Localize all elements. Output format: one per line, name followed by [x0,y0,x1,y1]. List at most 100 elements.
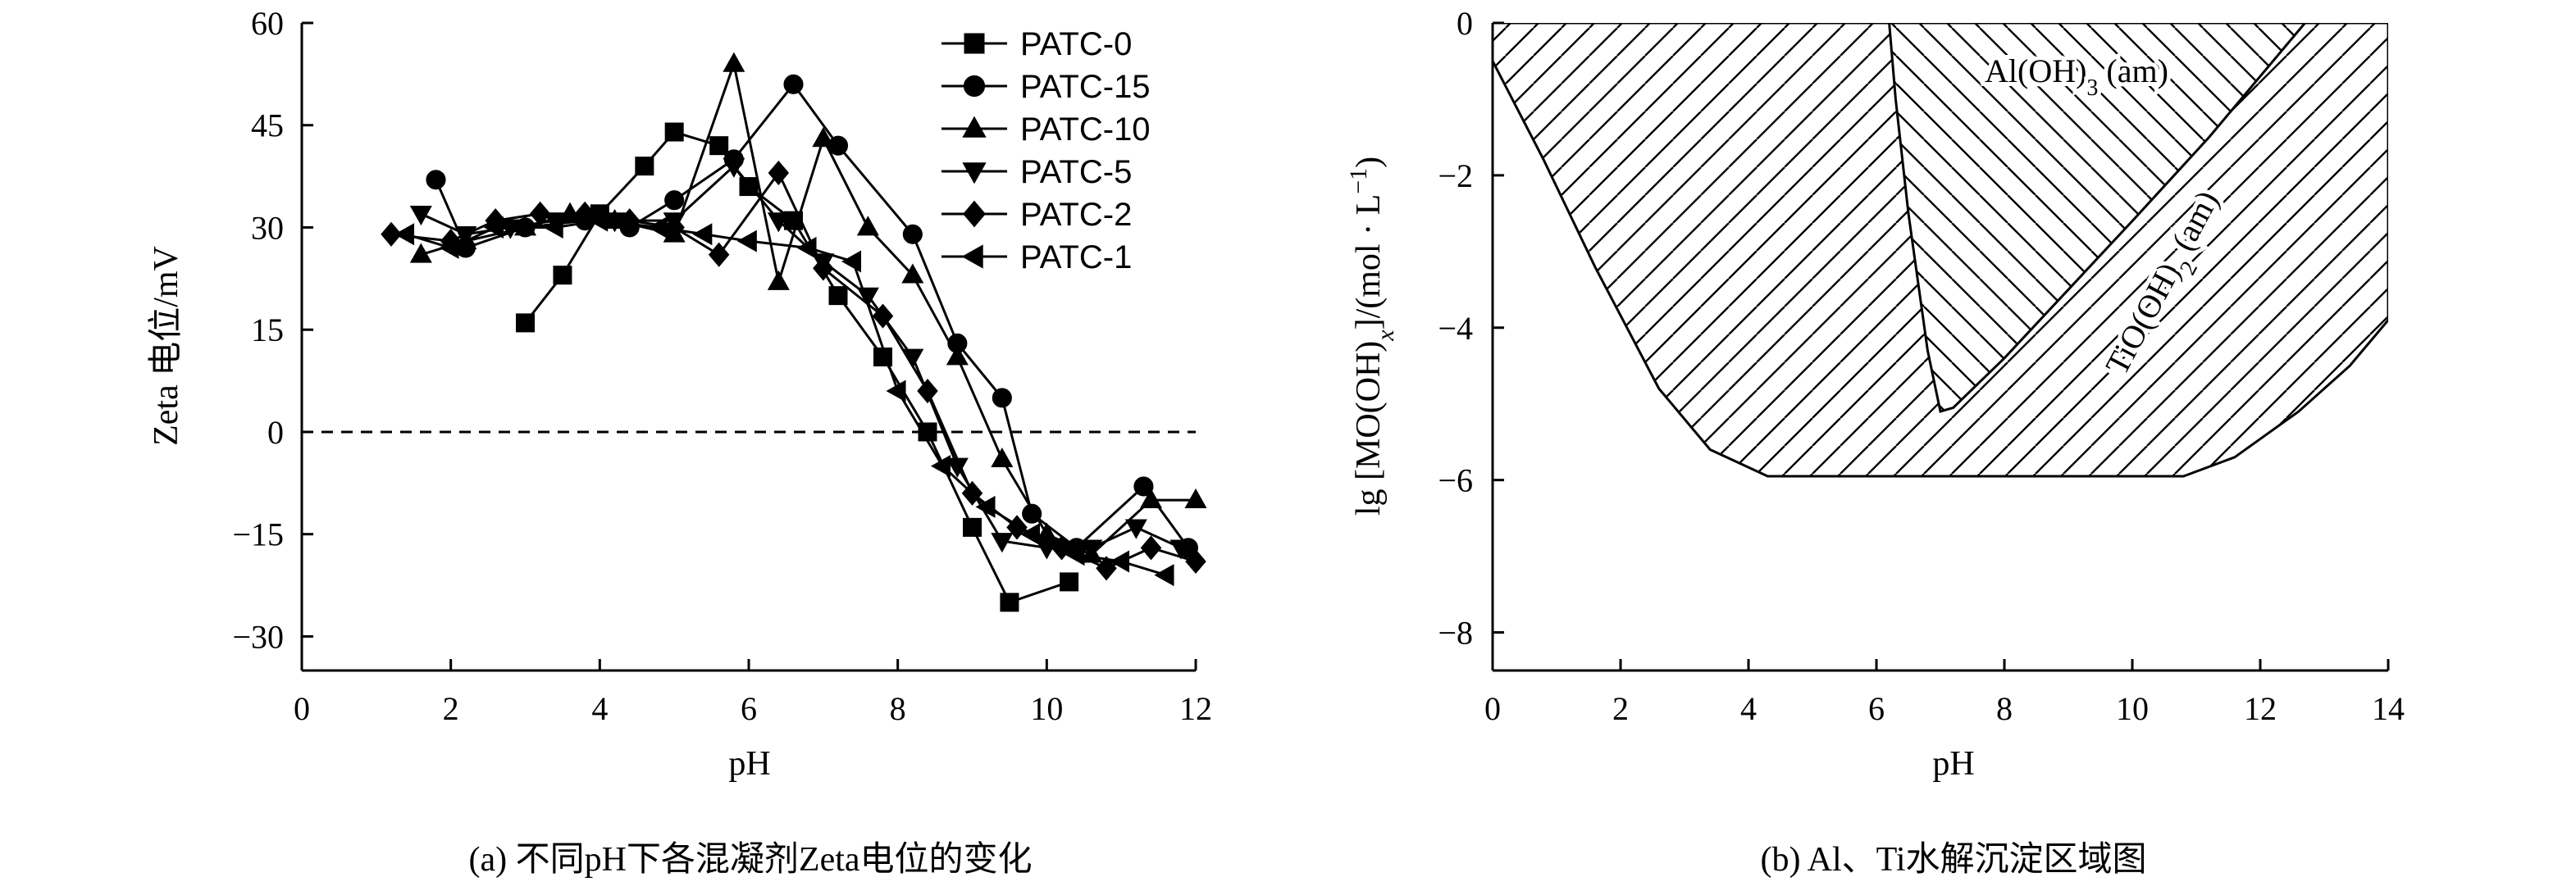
chart-b-regions [1493,23,2388,478]
chart-a-x-tick-label: 10 [1030,690,1063,727]
chart-b-axes [1491,21,2390,672]
data-point-patc-0 [963,517,982,537]
legend-label-patc-10: PATC-10 [1020,111,1151,148]
data-point-patc-0 [709,136,729,156]
data-point-patc-15 [783,74,804,94]
data-point-patc-0 [516,313,535,333]
data-point-patc-2 [1140,535,1162,561]
data-point-patc-0 [553,266,572,285]
chart-a-caption: (a) 不同pH下各混凝剂Zeta电位的变化 [468,840,1032,879]
chart-a-x-tick-label: 12 [1179,690,1212,727]
chart-b-x-tick-label: 6 [1868,690,1885,727]
chart-b-x-tick-label: 10 [2116,690,2149,727]
data-point-patc-1 [692,223,713,246]
chart-b-y-tick-label: −4 [1438,310,1473,347]
data-point-patc-15 [902,224,923,244]
data-point-patc-5 [409,205,432,226]
chart-a-x-tick-label: 4 [591,690,608,727]
data-point-patc-5 [723,157,745,178]
legend-marker-patc-0 [964,33,985,54]
data-point-patc-10 [1139,488,1163,508]
chart-a-x-tick-label: 2 [443,690,459,727]
data-point-patc-1 [841,250,862,273]
data-point-patc-2 [574,201,595,226]
chart-a-tick-labels: −30 −15 0 15 30 45 60 0 2 4 6 8 10 12 [232,5,1212,727]
data-point-patc-5 [991,533,1014,553]
data-point-patc-0 [664,122,684,142]
chart-b-x-tick-label: 0 [1484,690,1501,727]
chart-a-x-axis-label: pH [728,745,770,783]
chart-b-caption: (b) Al、Ti水解沉淀区域图 [1760,841,2146,879]
data-point-patc-1 [647,216,668,239]
chart-b-y-tick-label: −8 [1438,615,1473,652]
data-point-patc-15 [664,190,685,211]
data-point-patc-2 [1185,548,1206,575]
data-point-patc-2 [708,242,730,267]
series-line-patc-0 [524,130,1070,604]
data-point-patc-1 [439,236,459,259]
chart-a-legend: PATC-0 PATC-15 PATC-10 PATC-5 PATC-2 PATC-1 [941,26,1151,275]
data-point-patc-0 [1060,572,1079,592]
data-point-patc-2 [917,378,938,404]
data-point-patc-15 [992,388,1012,408]
chart-b-y-tick-label: −6 [1438,462,1473,499]
chart-b-y-tick-label: 0 [1457,5,1473,42]
data-point-patc-10 [856,216,879,236]
data-point-patc-2 [618,208,641,234]
legend-marker-patc-15 [963,75,986,98]
data-point-patc-0 [1000,593,1019,612]
chart-a-y-tick-label: 30 [251,209,284,246]
data-point-patc-2 [872,303,894,329]
data-point-patc-10 [946,345,969,366]
chart-a-data-layer [302,52,1207,612]
data-point-patc-10 [723,52,745,72]
chart-b-y-axis-label: lg [MO(OH)x]/(mol · L−1) [1345,157,1399,516]
data-point-patc-10 [991,447,1014,468]
data-point-patc-5 [1169,539,1192,560]
chart-a-x-tick-label: 0 [294,690,310,727]
data-point-patc-5 [499,219,522,239]
chart-a-x-tick-label: 8 [890,690,906,727]
data-point-patc-5 [1124,519,1147,539]
data-point-patc-1 [1065,543,1085,566]
data-point-patc-2 [768,160,790,186]
data-point-patc-10 [901,263,924,284]
chart-a-y-tick-label: −30 [232,618,284,655]
data-point-patc-2 [1006,515,1028,540]
data-point-patc-1 [394,223,415,246]
data-point-patc-2 [813,256,834,281]
data-point-patc-1 [1019,523,1041,546]
region-al-oh3-am [1888,23,2307,413]
data-point-patc-15 [1133,476,1154,497]
data-point-patc-2 [529,201,551,226]
legend-marker-patc-2 [963,200,986,228]
chart-a-axes [300,21,1197,672]
legend-label-patc-5: PATC-5 [1020,154,1132,190]
hydrolysis-region-chart: 0 −2 −4 −6 −8 0 2 4 6 8 10 12 14 pH lg [MO(OH)x]/(mo… [1345,5,2405,879]
zeta-potential-chart: −30 −15 0 15 30 45 60 0 2 4 6 8 10 12 pH Zeta 电位/mV P… [147,5,1212,879]
data-point-patc-1 [1154,564,1174,587]
legend-label-patc-2: PATC-2 [1020,197,1132,233]
data-point-patc-10 [812,127,835,148]
data-point-patc-10 [1184,488,1207,508]
chart-a-y-tick-label: 60 [251,5,284,42]
chart-a-y-tick-label: 15 [251,311,284,348]
chart-a-x-tick-label: 6 [741,690,757,727]
series-patc-1 [394,209,1174,587]
data-point-patc-0 [635,157,654,176]
data-point-patc-1 [930,455,951,478]
data-point-patc-1 [483,216,504,239]
chart-b-tick-labels: 0 −2 −4 −6 −8 0 2 4 6 8 10 12 14 [1438,5,2405,727]
data-point-patc-0 [828,286,848,306]
chart-b-x-axis-label: pH [1932,745,1974,783]
data-point-patc-10 [409,243,432,263]
data-point-patc-1 [886,380,906,402]
chart-a-y-tick-label: −15 [232,516,284,553]
data-point-patc-10 [767,270,790,290]
chart-a-y-tick-label: 45 [251,107,284,144]
data-point-patc-2 [381,221,402,247]
data-point-patc-1 [588,209,609,232]
chart-b-x-tick-label: 2 [1612,690,1629,727]
chart-b-x-tick-label: 4 [1740,690,1757,727]
